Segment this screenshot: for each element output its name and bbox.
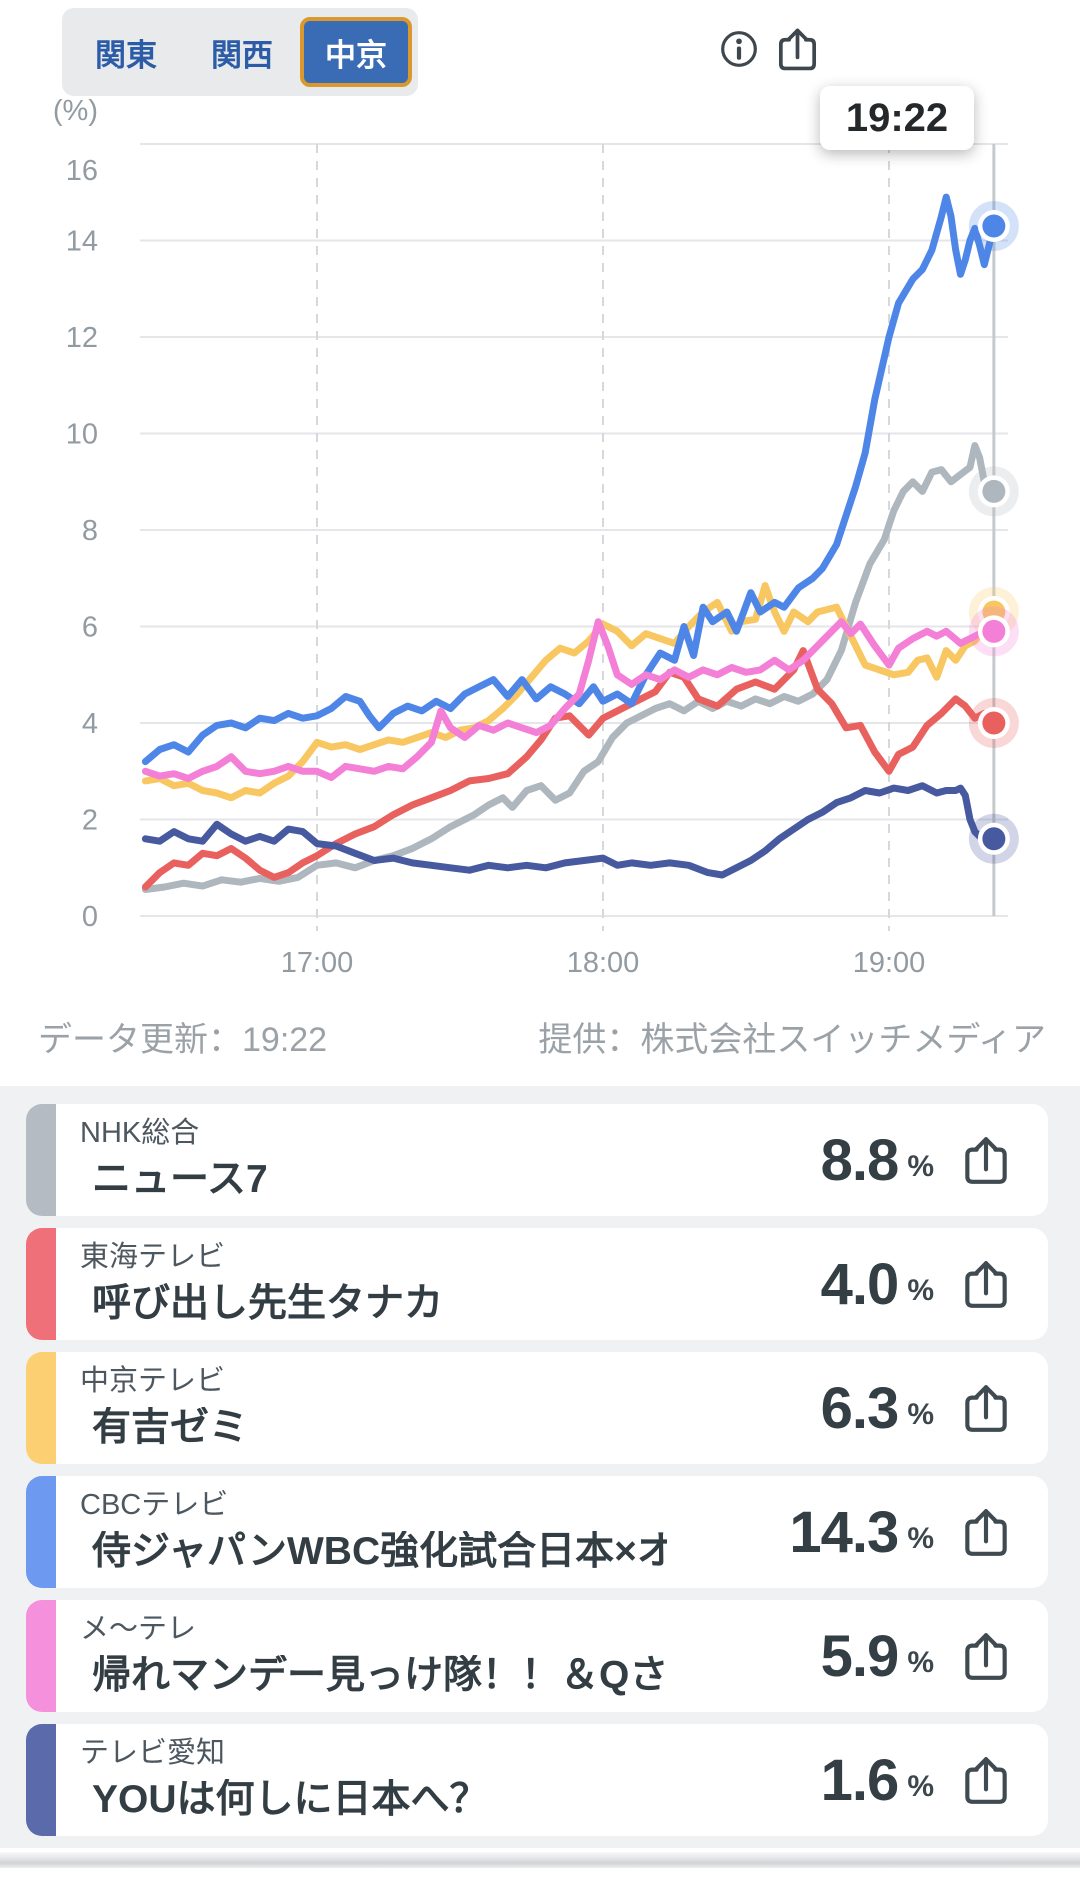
svg-text:18:00: 18:00	[567, 947, 640, 979]
broadcaster-name: CBCテレビ	[80, 1489, 229, 1522]
row-share-button[interactable]	[960, 1504, 1012, 1560]
channel-color-bar	[26, 1600, 56, 1712]
program-list: NHK総合 ニュース7 8.8 % 東海テレビ 呼び出し先生タナカ 4.0 %	[0, 1086, 1080, 1848]
broadcaster-name: NHK総合	[80, 1117, 200, 1150]
svg-text:19:00: 19:00	[853, 947, 926, 979]
info-icon	[719, 29, 759, 69]
row-share-button[interactable]	[960, 1628, 1012, 1684]
svg-text:4: 4	[82, 708, 98, 740]
channel-card[interactable]: 中京テレビ 有吉ゼミ 6.3 %	[26, 1352, 1048, 1464]
svg-text:0: 0	[82, 901, 98, 933]
share-icon	[960, 1256, 1012, 1312]
broadcaster-name: 東海テレビ	[80, 1241, 226, 1274]
svg-text:16: 16	[66, 155, 98, 187]
channel-card[interactable]: メ〜テレ 帰れマンデー見っけ隊！！＆Qさま！！3時… 5.9 %	[26, 1600, 1048, 1712]
percent-sign: %	[907, 1770, 934, 1803]
svg-text:10: 10	[66, 419, 98, 451]
channel-color-bar	[26, 1352, 56, 1464]
rating-value: 8.8	[820, 1127, 900, 1193]
channel-card[interactable]: CBCテレビ 侍ジャパンWBC強化試合日本×オリックス 14.3 %	[26, 1476, 1048, 1588]
svg-text:(%): (%)	[53, 95, 98, 127]
rating-value: 6.3	[820, 1375, 900, 1441]
broadcaster-name: メ〜テレ	[80, 1613, 197, 1646]
info-button[interactable]	[714, 24, 764, 74]
broadcaster-name: テレビ愛知	[80, 1737, 226, 1770]
tab-kanto[interactable]: 関東	[95, 37, 157, 73]
ratings-line-chart[interactable]: 16 14 12 10 8 6 4 2 0 (%) 17:00 18:00 19:00	[0, 0, 1080, 1000]
data-updated-label: データ更新：19:22	[38, 1021, 328, 1059]
rating-value: 14.3	[789, 1499, 899, 1565]
channel-color-bar	[26, 1104, 56, 1216]
svg-text:12: 12	[66, 322, 98, 354]
provider-label: 提供：株式会社スイッチメディア	[538, 1021, 1046, 1059]
bottom-divider	[0, 1852, 1080, 1868]
program-title: 呼び出し先生タナカ	[92, 1283, 444, 1325]
channel-color-bar	[26, 1228, 56, 1340]
time-tooltip: 19:22	[820, 86, 974, 150]
row-share-button[interactable]	[960, 1380, 1012, 1436]
row-share-button[interactable]	[960, 1752, 1012, 1808]
rating-value: 5.9	[820, 1623, 900, 1689]
percent-sign: %	[907, 1398, 934, 1431]
share-icon	[960, 1504, 1012, 1560]
broadcaster-name: 中京テレビ	[80, 1365, 226, 1398]
program-title: YOUは何しに日本へ？	[92, 1779, 489, 1821]
channel-card[interactable]: テレビ愛知 YOUは何しに日本へ？ 1.6 %	[26, 1724, 1048, 1836]
svg-text:6: 6	[82, 612, 98, 644]
share-icon	[960, 1132, 1012, 1188]
share-icon	[775, 24, 820, 74]
channel-color-bar	[26, 1476, 56, 1588]
program-title: ニュース7	[92, 1159, 268, 1201]
rating-value: 4.0	[820, 1251, 900, 1317]
channel-color-bar	[26, 1724, 56, 1836]
channel-card[interactable]: 東海テレビ 呼び出し先生タナカ 4.0 %	[26, 1228, 1048, 1340]
svg-text:14: 14	[66, 226, 98, 258]
channel-card[interactable]: NHK総合 ニュース7 8.8 %	[26, 1104, 1048, 1216]
svg-text:8: 8	[82, 515, 98, 547]
rating-value: 1.6	[820, 1747, 900, 1813]
program-title: 有吉ゼミ	[92, 1407, 249, 1449]
percent-sign: %	[907, 1274, 934, 1307]
percent-sign: %	[907, 1150, 934, 1183]
share-button[interactable]	[772, 24, 822, 74]
svg-text:2: 2	[82, 805, 98, 837]
percent-sign: %	[907, 1522, 934, 1555]
tab-chukyo[interactable]: 中京	[300, 17, 412, 87]
row-share-button[interactable]	[960, 1256, 1012, 1312]
program-title: 侍ジャパンWBC強化試合日本×オリックス	[92, 1531, 667, 1573]
share-icon	[960, 1380, 1012, 1436]
row-share-button[interactable]	[960, 1132, 1012, 1188]
svg-text:17:00: 17:00	[281, 947, 354, 979]
program-title: 帰れマンデー見っけ隊！！＆Qさま！！3時…	[92, 1655, 667, 1697]
region-tabs: 関東 関西 中京	[62, 8, 418, 96]
share-icon	[960, 1628, 1012, 1684]
percent-sign: %	[907, 1646, 934, 1679]
share-icon	[960, 1752, 1012, 1808]
tab-kansai[interactable]: 関西	[211, 37, 273, 73]
